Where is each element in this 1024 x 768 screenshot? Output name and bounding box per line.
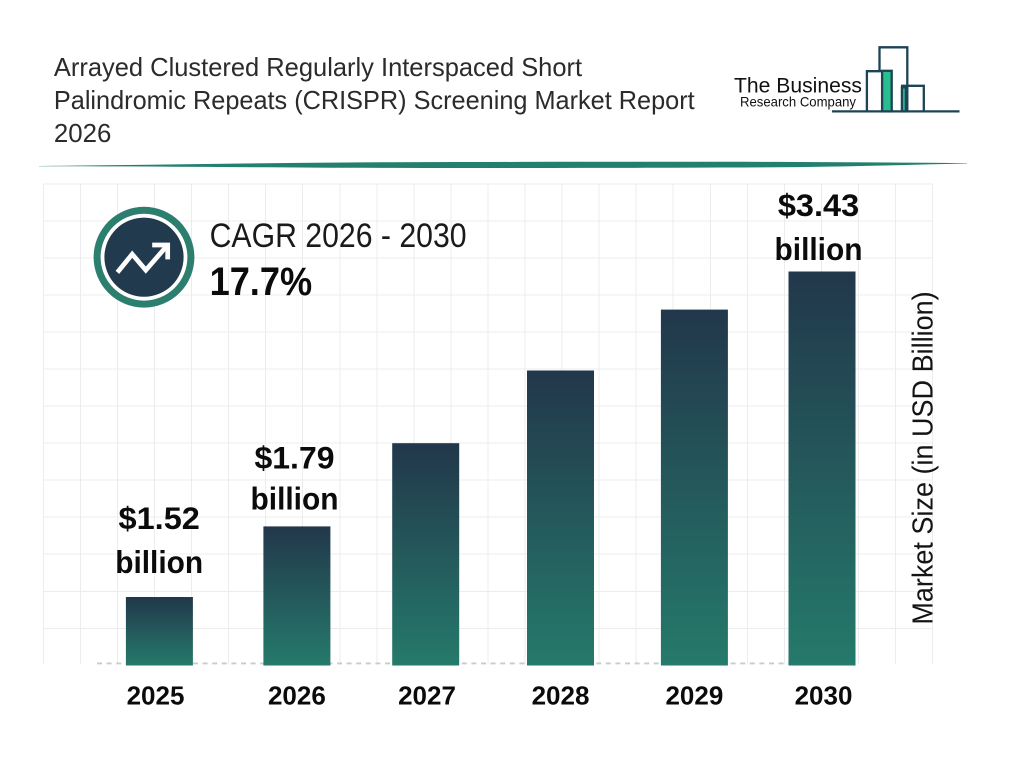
svg-text:billion: billion: [115, 544, 203, 580]
svg-text:2026: 2026: [54, 118, 111, 148]
svg-text:Arrayed Clustered Regularly In: Arrayed Clustered Regularly Interspaced …: [54, 52, 583, 82]
svg-text:CAGR 2026 - 2030: CAGR 2026 - 2030: [210, 217, 467, 255]
svg-text:billion: billion: [775, 231, 863, 267]
svg-text:2029: 2029: [665, 681, 723, 711]
svg-text:$3.43: $3.43: [778, 187, 859, 223]
svg-text:2028: 2028: [532, 681, 590, 711]
svg-text:17.7%: 17.7%: [210, 260, 313, 304]
svg-text:The Business: The Business: [734, 74, 862, 98]
svg-text:Palindromic Repeats (CRISPR) S: Palindromic Repeats (CRISPR) Screening M…: [54, 85, 696, 115]
svg-text:billion: billion: [251, 480, 339, 516]
svg-text:2030: 2030: [795, 681, 853, 711]
svg-text:2027: 2027: [398, 681, 456, 711]
svg-text:2025: 2025: [127, 681, 185, 711]
svg-text:$1.52: $1.52: [119, 500, 200, 536]
svg-text:Research Company: Research Company: [740, 94, 856, 110]
svg-text:2026: 2026: [268, 681, 326, 711]
svg-text:$1.79: $1.79: [255, 439, 335, 475]
svg-text:Market Size (in USD Billion): Market Size (in USD Billion): [908, 291, 940, 624]
